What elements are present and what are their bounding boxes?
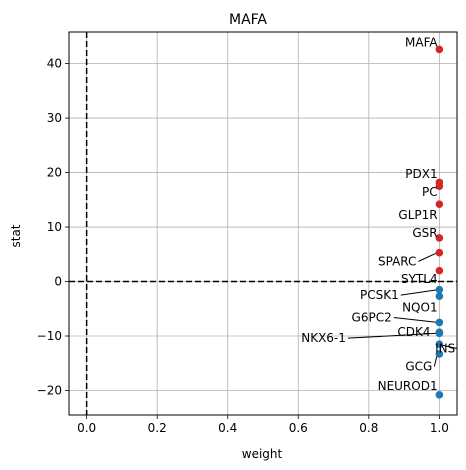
y-axis-ticks: −20 −10 0 10 20 30 40	[37, 57, 69, 397]
x-tick-label: 0.4	[218, 421, 237, 435]
data-point	[435, 200, 444, 208]
data-points	[435, 45, 444, 399]
point-label: NEUROD1	[378, 379, 438, 393]
y-tick-label: 30	[47, 111, 62, 125]
point-label: GLP1R	[398, 208, 437, 222]
y-tick-label: −20	[37, 383, 62, 397]
data-point	[435, 318, 444, 327]
y-tick-label: 0	[54, 275, 62, 289]
annotation-leaders	[347, 252, 458, 367]
x-axis-ticks: 0.0 0.2 0.4 0.6 0.8 1.0	[77, 415, 449, 435]
y-tick-label: −10	[37, 329, 62, 343]
grid	[69, 32, 457, 415]
annotation-leader	[347, 332, 438, 339]
data-point	[435, 182, 444, 190]
data-point	[435, 292, 444, 301]
plot-frame	[68, 31, 458, 416]
point-label: PDX1	[405, 167, 437, 181]
point-label: MAFA	[405, 35, 438, 49]
chart-title: MAFA	[229, 12, 267, 28]
y-tick-label: 20	[47, 166, 62, 180]
data-point	[435, 340, 444, 348]
point-label: PC	[422, 185, 438, 199]
point-label: NKX6-1	[301, 331, 346, 345]
y-tick-label: 40	[47, 57, 62, 71]
x-tick-label: 0.8	[359, 421, 378, 435]
data-point	[435, 248, 444, 257]
point-label: SYTL4	[401, 272, 438, 286]
data-point	[435, 266, 444, 275]
x-tick-label: 0.0	[77, 421, 96, 435]
data-point	[435, 329, 444, 338]
annotation-leader	[393, 316, 438, 323]
data-point	[435, 350, 444, 358]
point-label: NQO1	[402, 301, 438, 315]
data-point	[435, 45, 444, 54]
point-label: GCG	[405, 360, 432, 374]
point-label: SPARC	[378, 254, 416, 268]
point-label: CDK4	[397, 325, 430, 339]
point-label: PCSK1	[360, 288, 399, 302]
point-label: G6PC2	[352, 310, 392, 324]
data-point	[435, 285, 444, 294]
annotation-leader	[418, 252, 438, 262]
data-point	[435, 234, 444, 242]
data-point	[435, 391, 444, 399]
x-tick-label: 1.0	[430, 421, 449, 435]
x-tick-label: 0.6	[289, 421, 308, 435]
point-label: GSR	[412, 226, 437, 240]
reference-lines	[69, 32, 457, 415]
annotation-leader	[400, 289, 438, 296]
y-tick-label: 10	[47, 220, 62, 234]
x-axis-label: weight	[242, 447, 283, 461]
y-axis-label: stat	[9, 224, 23, 247]
point-label: INS	[435, 342, 455, 356]
x-tick-label: 0.2	[148, 421, 167, 435]
